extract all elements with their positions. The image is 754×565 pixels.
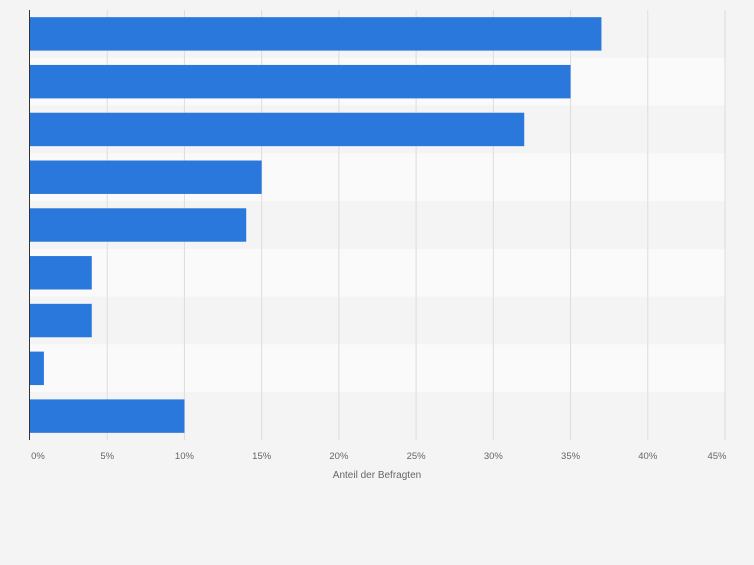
x-tick-label: 35% — [561, 451, 581, 462]
x-tick-labels: 0% 5% 10% 15% 20% 25% 30% 35% 40% 45% — [31, 451, 727, 462]
bar[interactable] — [30, 64, 571, 99]
x-tick-label: 10% — [175, 451, 195, 462]
x-tick-label: 45% — [707, 451, 727, 462]
x-tick-label: 40% — [638, 451, 658, 462]
row-band — [30, 296, 725, 345]
bar[interactable] — [30, 256, 92, 290]
bar[interactable] — [30, 17, 602, 51]
bar[interactable] — [30, 351, 44, 386]
x-tick-label: 0% — [31, 451, 45, 462]
bar[interactable] — [30, 160, 262, 194]
x-tick-label: 5% — [100, 451, 114, 462]
x-axis-label: Anteil der Befragten — [333, 470, 421, 481]
row-band — [30, 248, 725, 297]
bars — [30, 17, 602, 433]
x-tick-label: 15% — [252, 451, 272, 462]
x-tick-label: 30% — [484, 451, 504, 462]
bar[interactable] — [30, 303, 92, 338]
bar[interactable] — [30, 208, 247, 242]
bar[interactable] — [30, 112, 525, 147]
x-tick-label: 25% — [407, 451, 427, 462]
row-band — [30, 344, 725, 393]
bar[interactable] — [30, 399, 185, 433]
x-tick-label: 20% — [329, 451, 349, 462]
